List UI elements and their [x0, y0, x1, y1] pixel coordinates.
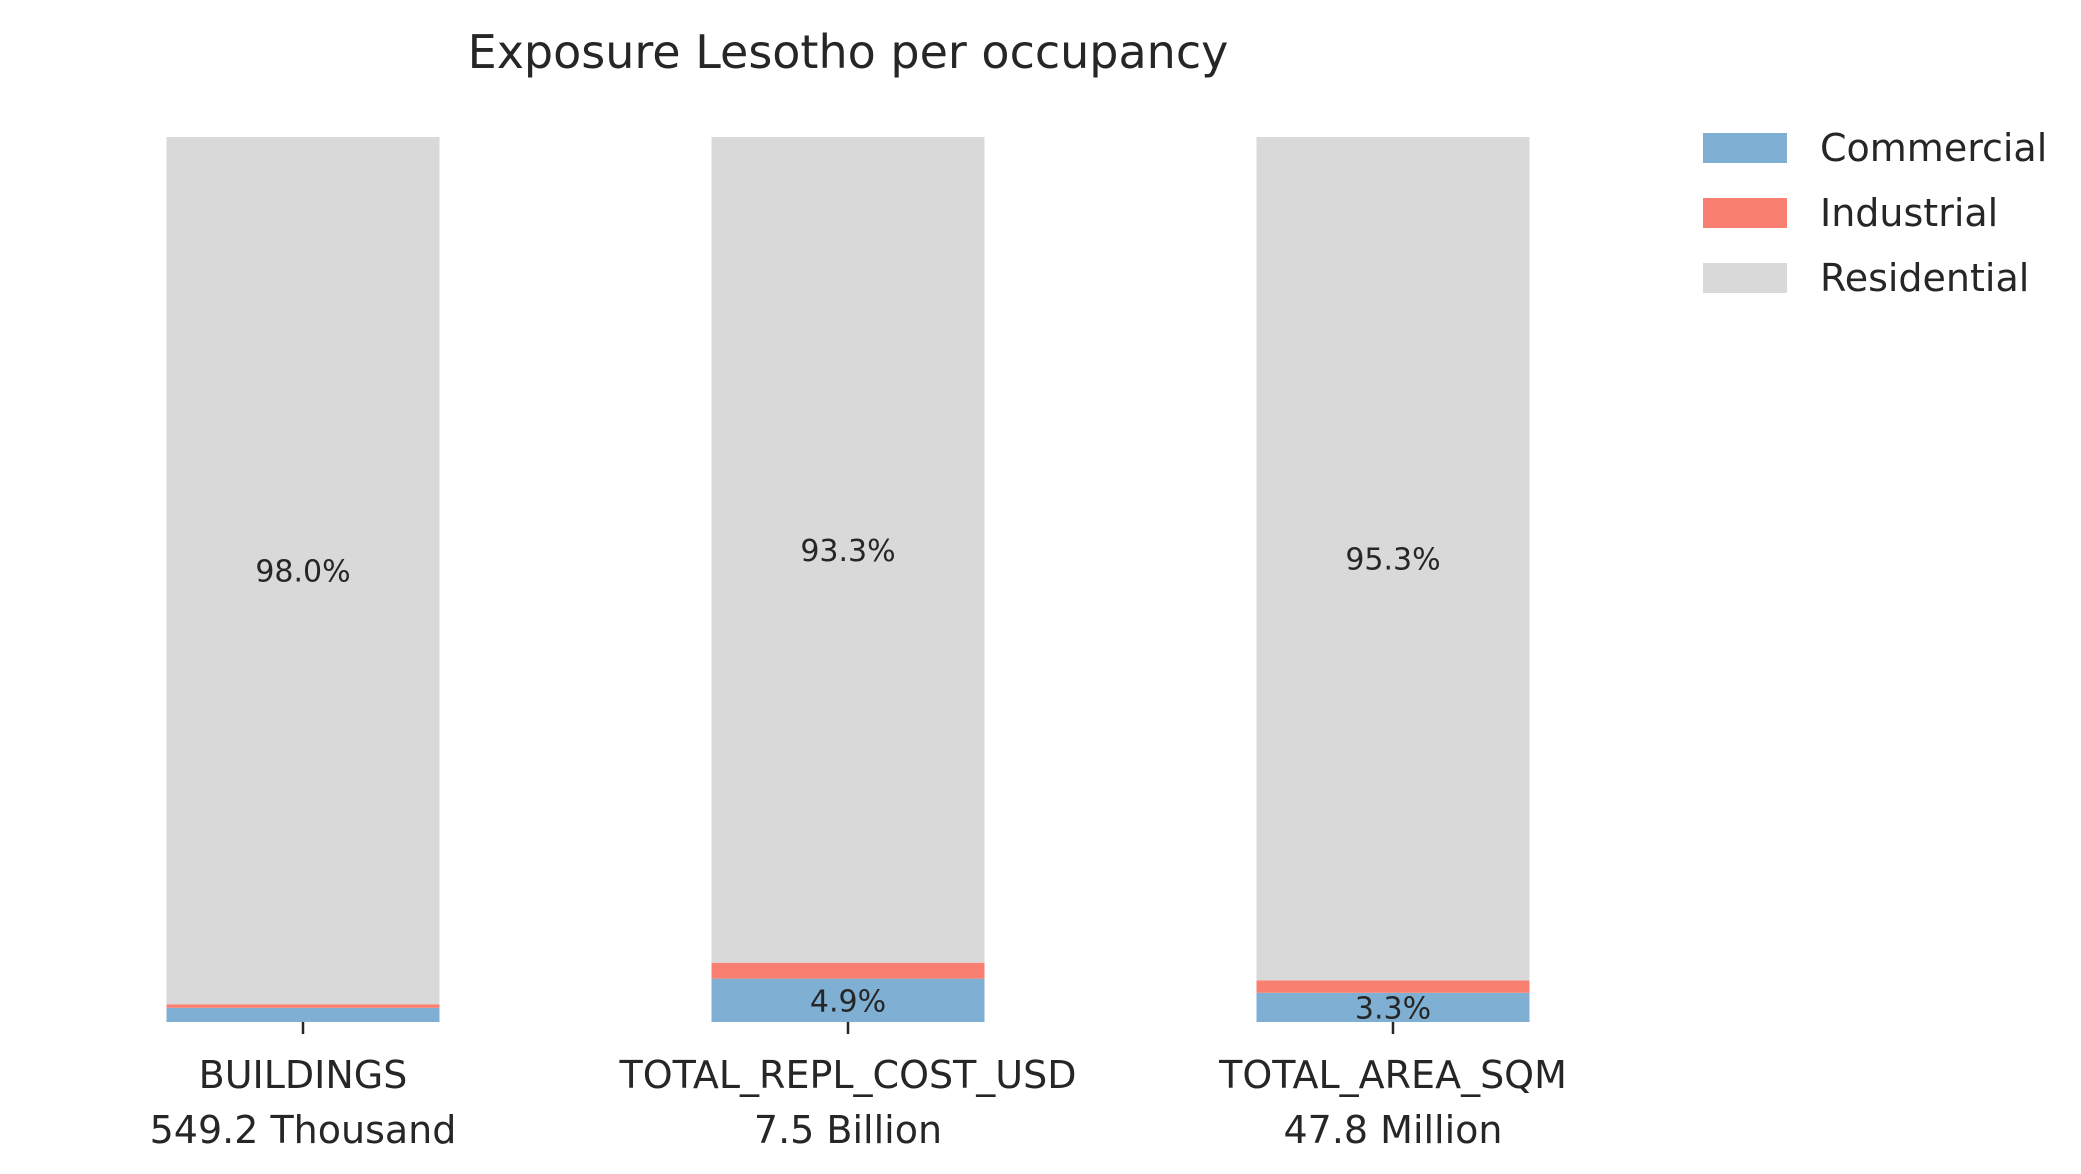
data-label-residential-1: 93.3%	[800, 534, 895, 569]
value-labels-layer: 98.0% 4.9% 93.3% 3.3% 95.3%	[255, 534, 1440, 1027]
x-tick-label-0: BUILDINGS	[199, 1053, 408, 1097]
x-tick-total-0: 549.2 Thousand	[150, 1108, 457, 1152]
legend-swatch-commercial	[1703, 133, 1787, 163]
data-label-residential-2: 95.3%	[1345, 543, 1440, 578]
bar-segment-industrial-2	[1256, 980, 1530, 993]
legend-swatch-industrial	[1703, 198, 1787, 228]
data-label-residential-0: 98.0%	[255, 555, 350, 590]
x-tick-total-2: 47.8 Million	[1283, 1108, 1502, 1152]
bars-layer	[166, 137, 1530, 1022]
legend-label-residential: Residential	[1820, 256, 2029, 300]
bar-segment-commercial-1	[711, 978, 985, 1022]
chart-title: Exposure Lesotho per occupancy	[468, 25, 1229, 79]
bar-segment-residential-0	[166, 137, 440, 1005]
legend-swatch-residential	[1703, 263, 1787, 293]
legend: Commercial Industrial Residential	[1703, 126, 2047, 300]
bar-segment-industrial-1	[711, 962, 985, 979]
legend-label-industrial: Industrial	[1820, 191, 1998, 235]
bar-segment-residential-2	[1256, 137, 1530, 981]
legend-label-commercial: Commercial	[1820, 126, 2047, 170]
x-tick-total-1: 7.5 Billion	[754, 1108, 942, 1152]
x-tick-label-2: TOTAL_AREA_SQM	[1218, 1053, 1567, 1097]
data-label-commercial-2: 3.3%	[1355, 991, 1431, 1026]
data-label-commercial-1: 4.9%	[810, 984, 886, 1019]
bar-segment-residential-1	[711, 137, 985, 963]
x-tick-label-1: TOTAL_REPL_COST_USD	[618, 1053, 1076, 1097]
bar-segment-commercial-0	[166, 1007, 440, 1022]
x-axis: BUILDINGS 549.2 Thousand TOTAL_REPL_COST_U…	[150, 1022, 1567, 1152]
bar-segment-commercial-2	[1256, 992, 1530, 1022]
bar-segment-industrial-0	[166, 1004, 440, 1008]
